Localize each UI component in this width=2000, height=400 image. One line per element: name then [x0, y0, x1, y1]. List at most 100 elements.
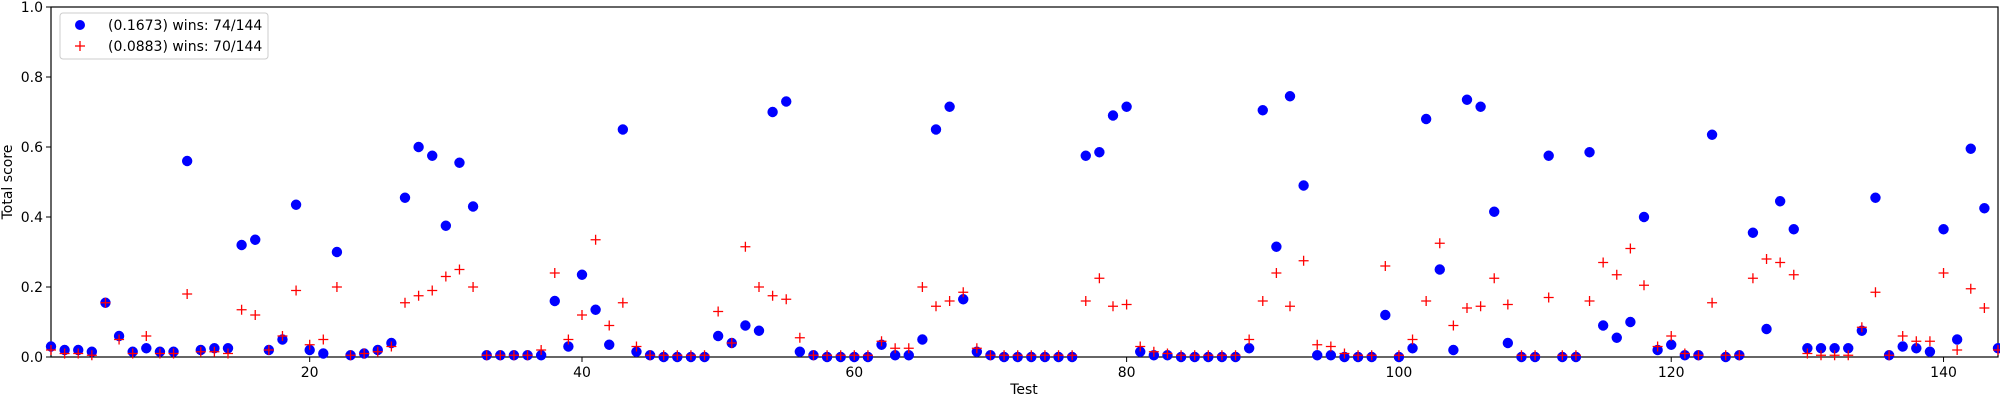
data-point-plus — [699, 350, 710, 361]
data-point-plus — [1911, 336, 1922, 347]
data-point-plus — [604, 320, 615, 331]
data-point-circle — [413, 141, 424, 153]
legend-label-series-2: (0.0883) wins: 70/144 — [108, 39, 262, 55]
data-point-circle — [1420, 113, 1432, 125]
data-point-circle — [1938, 224, 1949, 235]
data-point-plus — [1788, 269, 1799, 280]
data-point-plus — [1108, 301, 1118, 312]
data-point-plus — [1775, 257, 1786, 268]
data-point-circle — [290, 199, 302, 210]
data-point-circle — [1407, 343, 1418, 354]
data-point-plus — [631, 341, 642, 352]
data-point-plus — [1829, 350, 1840, 361]
data-point-circle — [1080, 150, 1091, 161]
legend-box — [59, 12, 269, 60]
data-point-circle — [958, 294, 969, 305]
data-point-plus — [1639, 280, 1649, 291]
data-point-plus — [822, 350, 833, 361]
data-point-plus — [1666, 331, 1677, 341]
data-point-circle — [1911, 343, 1922, 354]
data-point-plus — [917, 282, 928, 292]
data-point-plus — [304, 339, 315, 350]
data-point-circle — [1747, 227, 1759, 238]
data-point-circle — [236, 239, 247, 251]
data-point-circle — [1611, 332, 1622, 343]
plot-area — [50, 6, 1999, 358]
data-point-plus — [1693, 350, 1704, 361]
y-tick-label: 0.8 — [21, 70, 43, 86]
data-point-circle — [1666, 339, 1677, 350]
data-point-plus — [1162, 348, 1173, 359]
data-point-circle — [250, 234, 261, 245]
data-point-plus — [1067, 350, 1078, 361]
data-point-circle — [1761, 323, 1772, 335]
data-point-plus — [1353, 350, 1364, 361]
legend: (0.1673) wins: 74/144 (0.0883) wins: 70/… — [59, 12, 269, 60]
data-point-plus — [154, 348, 165, 359]
data-point-plus — [400, 297, 410, 308]
data-point-plus — [386, 341, 397, 352]
data-point-circle — [1380, 309, 1391, 321]
data-point-plus — [413, 290, 424, 301]
data-point-plus — [440, 271, 451, 282]
data-point-plus — [781, 294, 792, 305]
y-tick-label: 0.4 — [21, 210, 43, 226]
data-point-plus — [372, 346, 383, 357]
x-tick-label: 60 — [845, 365, 863, 381]
data-point-plus — [645, 350, 656, 361]
data-point-plus — [740, 241, 751, 252]
data-point-plus — [1489, 273, 1500, 284]
data-point-plus — [1080, 296, 1091, 306]
data-point-plus — [1870, 287, 1881, 298]
data-point-plus — [1203, 350, 1214, 361]
data-point-plus — [903, 343, 914, 354]
data-point-plus — [890, 343, 901, 354]
data-point-circle — [1243, 343, 1255, 354]
data-point-circle — [1706, 129, 1718, 140]
data-point-plus — [331, 282, 342, 292]
data-point-plus — [754, 282, 764, 292]
data-point-circle — [1135, 346, 1146, 357]
data-point-plus — [73, 348, 84, 359]
data-point-plus — [835, 350, 846, 361]
data-point-plus — [1230, 350, 1241, 361]
data-point-plus — [1652, 341, 1663, 352]
data-point-plus — [1298, 255, 1309, 266]
data-point-plus — [1557, 350, 1568, 361]
data-point-plus — [318, 334, 329, 345]
data-point-circle — [944, 101, 955, 112]
data-point-plus — [1039, 350, 1050, 361]
data-point-circle — [454, 157, 465, 168]
data-point-circle — [1107, 110, 1119, 121]
data-point-plus — [713, 306, 724, 317]
data-point-plus — [1924, 336, 1935, 347]
data-point-circle — [399, 192, 411, 203]
data-point-circle — [794, 346, 806, 357]
data-point-plus — [1938, 268, 1949, 278]
data-point-circle — [1271, 241, 1282, 252]
data-point-plus — [1189, 350, 1200, 361]
data-point-plus — [291, 285, 302, 296]
data-point-plus — [1570, 350, 1581, 361]
data-point-plus — [468, 282, 479, 292]
data-point-plus — [1312, 339, 1323, 350]
data-point-plus — [767, 290, 778, 301]
legend-marker-circle — [75, 20, 85, 30]
data-point-circle — [1965, 143, 1976, 154]
data-point-plus — [849, 350, 860, 361]
data-point-plus — [508, 350, 519, 361]
data-point-plus — [1707, 297, 1718, 308]
data-point-plus — [1475, 301, 1486, 312]
data-point-circle — [1475, 101, 1486, 112]
data-point-plus — [1897, 331, 1908, 341]
data-point-plus — [1462, 303, 1472, 313]
data-point-plus — [1053, 350, 1064, 361]
data-point-circle — [535, 350, 547, 361]
y-axis: 0.0 0.2 0.4 0.6 0.8 1.0 — [21, 0, 51, 366]
legend-marker-plus — [75, 41, 85, 51]
data-point-circle — [617, 124, 629, 135]
data-point-circle — [1638, 211, 1650, 223]
data-point-circle — [318, 348, 329, 359]
data-point-plus — [277, 331, 288, 341]
